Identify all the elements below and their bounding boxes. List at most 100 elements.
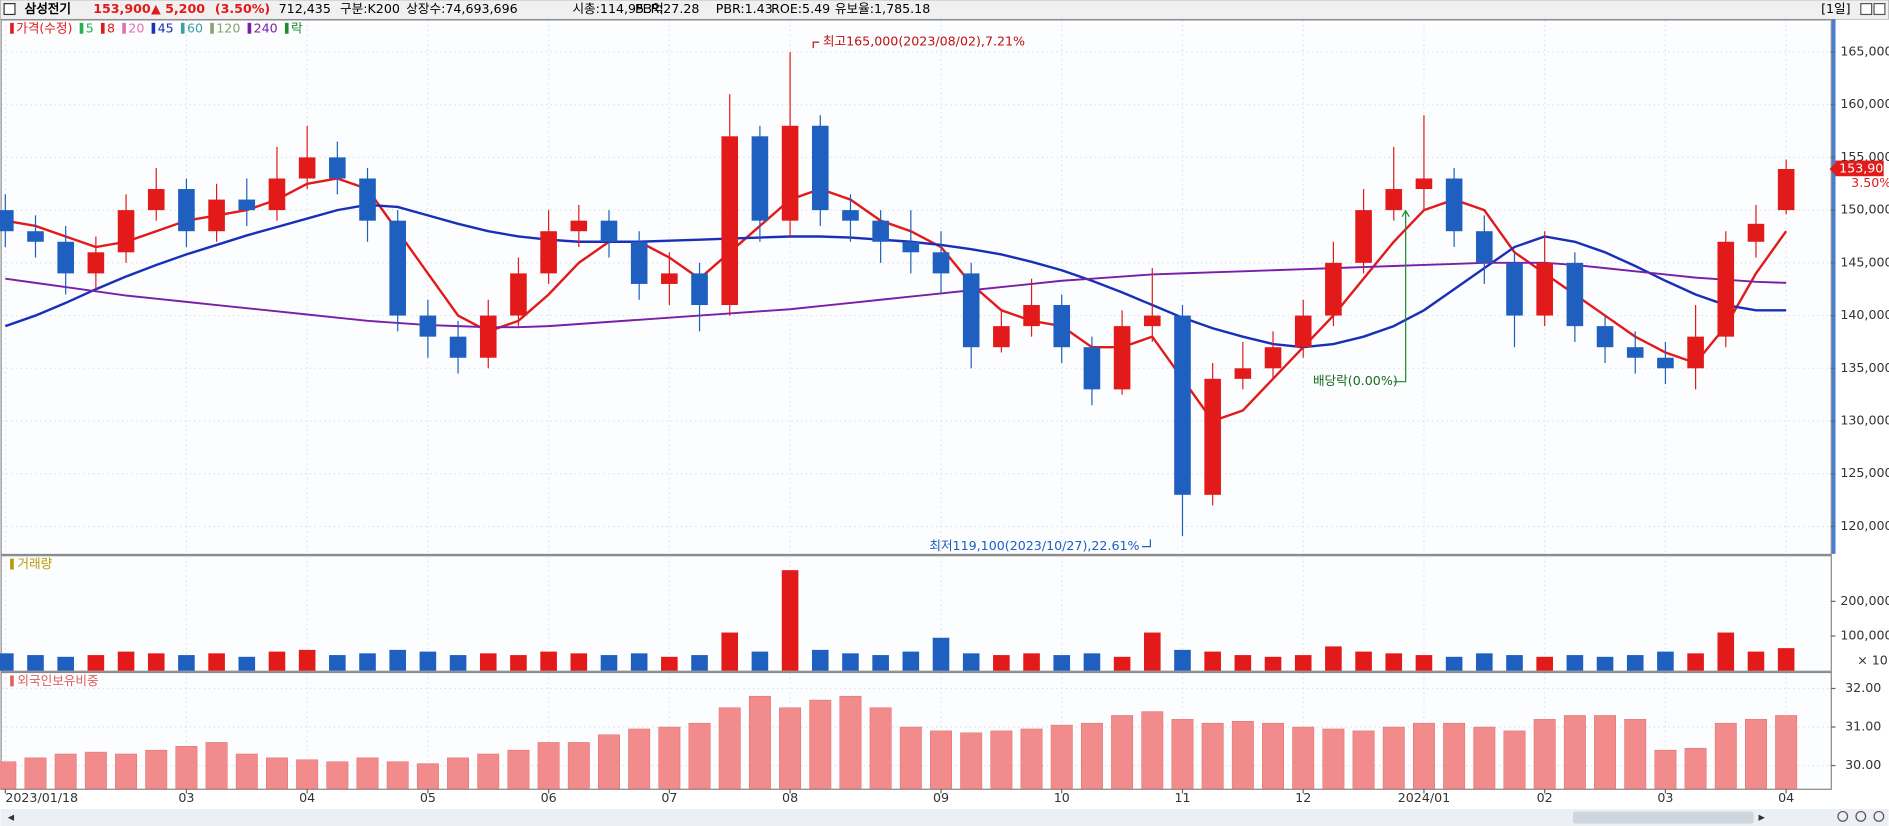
foreign-bar [598,734,620,789]
legend-label: 240 [254,20,278,35]
scroll-thumb[interactable] [1573,811,1754,824]
candle-body [1777,168,1795,211]
volume-bar [962,653,980,671]
candle-body [811,125,829,211]
foreign-bar [1533,719,1556,789]
volume-bar [1023,653,1040,671]
candle-body [208,199,225,232]
legend-swatch [10,675,14,687]
moving-average [4,203,1787,349]
legend-label: 5 [86,20,94,35]
header-item: PBR:1.43 [716,1,773,16]
foreign-bar [688,722,711,789]
candle-body [238,199,256,211]
y-tick-label: 125,000 [1840,465,1889,480]
header-item: 시총:114,953억 [572,1,663,16]
volume-bar [1747,651,1765,671]
legend-swatch [180,22,185,34]
x-tick-label: 2023/01/18 [5,790,78,805]
scrollbar[interactable] [0,809,1889,826]
candle-body [268,178,286,211]
scroll-right[interactable]: ▸ [1758,809,1765,824]
foreign-bar [1292,726,1315,789]
foreign-bar [1654,749,1677,789]
moving-average [5,177,1788,423]
foreign-bar [899,726,922,789]
volume-bar [329,655,346,671]
legend-label: 20 [128,20,144,35]
volume-bar [842,653,859,671]
foreign-bar [205,742,228,789]
foreign-bar [1050,724,1073,789]
candle-body [1174,315,1191,495]
candle-body [117,210,135,253]
panel-title: 외국인보유비중 [17,673,98,688]
foreign-bar [84,751,107,789]
foreign-bar [1171,719,1194,789]
volume-bar [661,656,678,671]
foreign-bar [1745,719,1767,789]
legend-label: 8 [107,20,115,35]
candle-body [721,136,739,306]
foreign-bar [960,732,983,789]
candle-body [600,220,618,242]
volume-bar [117,651,135,671]
foreign-bar [1382,726,1405,789]
header-item: 153,900 [93,1,151,16]
checkbox[interactable] [3,3,16,16]
foreign-bar [1141,711,1164,789]
candle-body [1355,210,1372,263]
candle-body [751,136,769,221]
candle-body [781,125,799,221]
legend-swatch [122,22,126,34]
volume-bar [268,651,286,671]
last-price-box [1835,160,1884,177]
volume-bar [1626,655,1644,671]
legend-swatch [100,22,105,34]
legend-label: 가격(수정) [16,20,72,35]
header-item: 712,435 [279,1,331,16]
legend-label: 120 [216,20,240,35]
foreign-bar [1473,726,1496,789]
x-tick-label: 05 [420,790,436,805]
foreign-bar [1503,730,1526,789]
volume-tick-label: 200,000 [1840,593,1889,608]
volume-bar [1053,655,1071,671]
y-tick-label: 140,000 [1840,307,1889,322]
legend-swatch [10,558,14,570]
x-tick-label: 06 [541,790,557,805]
price-panel [0,19,1832,556]
annotation-arrow [812,41,820,49]
candle-body [479,315,497,358]
volume-bar [87,655,105,671]
y-tick-label: 130,000 [1840,413,1889,428]
foreign-bar [54,753,77,789]
volume-bar [811,649,829,671]
volume-bar [1385,653,1403,671]
foreign-bar [1443,722,1466,789]
period[interactable]: [1일] [1821,1,1851,16]
volume-bar [419,651,437,671]
volume-bar [872,655,889,671]
candle-body [0,210,14,232]
candle-body [630,241,648,284]
y-tick-label: 150,000 [1840,202,1889,217]
zoom-icons[interactable] [1837,810,1885,822]
scroll-left[interactable]: ◂ [8,809,15,824]
legend-label: 45 [158,20,174,35]
foreign-bar [1563,715,1586,789]
x-tick-label: 03 [1657,790,1673,805]
foreign-bar [1624,719,1647,789]
volume-bar [1657,651,1674,671]
annotation-low: 최저119,100(2023/10/27),22.61% [929,538,1139,553]
volume-bar [1717,632,1735,671]
header-item: PER:27.28 [635,1,699,16]
candle-body [1566,262,1584,327]
foreign-tick-label: 30.00 [1845,757,1881,772]
candle-body [419,315,437,337]
foreign-bar [628,728,651,789]
foreign-bar [1714,722,1737,789]
window-buttons[interactable] [1860,3,1886,16]
candle-body [1023,305,1040,327]
panel-title: 거래량 [17,556,52,571]
